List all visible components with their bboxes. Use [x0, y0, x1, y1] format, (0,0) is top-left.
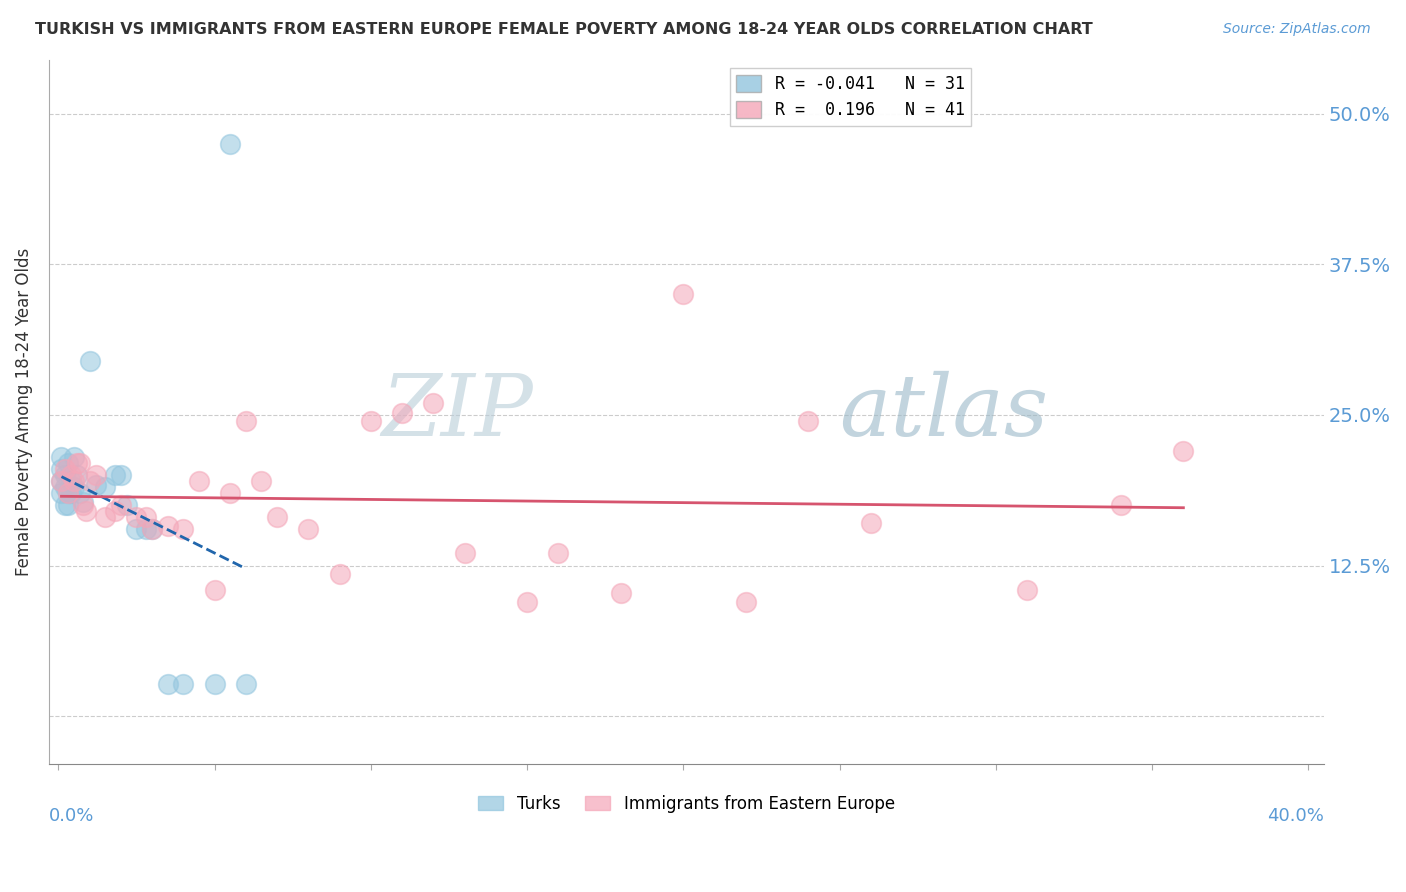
Text: 40.0%: 40.0% — [1267, 806, 1324, 824]
Point — [79, 353, 101, 368]
Point — [297, 522, 319, 536]
Point — [94, 510, 117, 524]
Text: TURKISH VS IMMIGRANTS FROM EASTERN EUROPE FEMALE POVERTY AMONG 18-24 YEAR OLDS C: TURKISH VS IMMIGRANTS FROM EASTERN EUROP… — [35, 22, 1092, 37]
Point — [51, 474, 73, 488]
Point — [84, 478, 107, 492]
Point — [204, 582, 226, 597]
Point — [172, 676, 194, 690]
Point — [1109, 498, 1132, 512]
Point — [94, 480, 117, 494]
Point — [672, 287, 695, 301]
Point — [69, 456, 91, 470]
Point — [56, 456, 79, 470]
Point — [1017, 582, 1039, 597]
Point — [63, 474, 86, 488]
Point — [188, 474, 211, 488]
Point — [516, 594, 538, 608]
Point — [125, 522, 148, 536]
Legend: Turks, Immigrants from Eastern Europe: Turks, Immigrants from Eastern Europe — [471, 788, 901, 820]
Point — [59, 486, 82, 500]
Point — [56, 498, 79, 512]
Point — [141, 522, 163, 536]
Point — [79, 474, 101, 488]
Point — [156, 518, 179, 533]
Point — [360, 414, 382, 428]
Point — [235, 414, 257, 428]
Point — [51, 474, 73, 488]
Point — [51, 462, 73, 476]
Y-axis label: Female Poverty Among 18-24 Year Olds: Female Poverty Among 18-24 Year Olds — [15, 248, 32, 576]
Point — [51, 450, 73, 464]
Point — [266, 510, 288, 524]
Point — [135, 522, 157, 536]
Point — [56, 486, 79, 500]
Point — [859, 516, 882, 531]
Text: Source: ZipAtlas.com: Source: ZipAtlas.com — [1223, 22, 1371, 37]
Point — [59, 468, 82, 483]
Point — [422, 396, 444, 410]
Point — [63, 450, 86, 464]
Point — [72, 498, 94, 512]
Point — [115, 498, 138, 512]
Point — [453, 546, 475, 560]
Point — [53, 468, 76, 483]
Point — [204, 676, 226, 690]
Point — [104, 468, 127, 483]
Point — [547, 546, 569, 560]
Point — [734, 594, 756, 608]
Point — [53, 480, 76, 494]
Text: 0.0%: 0.0% — [49, 806, 94, 824]
Point — [235, 676, 257, 690]
Point — [104, 504, 127, 518]
Point — [51, 486, 73, 500]
Point — [250, 474, 273, 488]
Point — [797, 414, 820, 428]
Point — [66, 468, 89, 483]
Point — [141, 522, 163, 536]
Point — [69, 486, 91, 500]
Point — [172, 522, 194, 536]
Point — [1173, 444, 1195, 458]
Point — [110, 498, 132, 512]
Point — [219, 486, 242, 500]
Point — [391, 405, 413, 419]
Text: atlas: atlas — [839, 370, 1049, 453]
Point — [135, 510, 157, 524]
Point — [63, 480, 86, 494]
Point — [76, 504, 98, 518]
Point — [110, 468, 132, 483]
Text: ZIP: ZIP — [381, 370, 533, 453]
Point — [56, 486, 79, 500]
Point — [84, 468, 107, 483]
Point — [610, 586, 633, 600]
Point — [72, 494, 94, 508]
Point — [59, 474, 82, 488]
Point — [53, 498, 76, 512]
Point — [53, 462, 76, 476]
Point — [219, 136, 242, 151]
Point — [156, 676, 179, 690]
Point — [66, 456, 89, 470]
Point — [329, 566, 352, 581]
Point — [125, 510, 148, 524]
